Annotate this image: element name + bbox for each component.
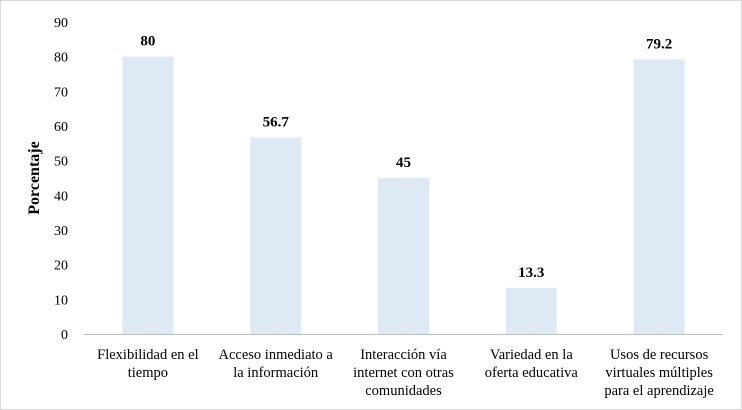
y-tick-label: 80	[54, 51, 68, 66]
y-tick-label: 10	[54, 293, 68, 308]
bar	[505, 287, 557, 334]
category-label: Usos de recursos virtuales múltiples para …	[604, 347, 713, 399]
data-label: 80	[140, 34, 155, 50]
bar	[633, 59, 685, 334]
bars	[122, 56, 685, 335]
bar	[378, 178, 429, 334]
y-tick-label: 20	[54, 259, 68, 274]
category-label: Flexibilidad en el tiempo	[97, 347, 198, 381]
y-axis-ticks: 0 10 20 30 40 50 60 70 80 90	[54, 16, 68, 343]
data-label: 56.7	[263, 114, 290, 130]
y-tick-label: 70	[54, 85, 68, 100]
category-label: Interacción vía internet con otras comunid…	[353, 347, 454, 399]
y-tick-label: 0	[61, 328, 68, 343]
y-tick-label: 40	[54, 189, 68, 204]
y-tick-label: 90	[54, 16, 68, 31]
data-label: 79.2	[646, 36, 672, 52]
x-axis-labels: Flexibilidad en el tiempo Acceso inmediato…	[97, 347, 714, 399]
y-axis-title: Porcentaje	[26, 141, 43, 214]
category-label: Variedad en la oferta educativa	[485, 347, 579, 381]
data-label: 13.3	[518, 265, 544, 281]
y-tick-label: 50	[54, 155, 68, 170]
category-label: Acceso inmediato a la información	[219, 347, 334, 381]
y-tick-label: 60	[54, 120, 68, 135]
bar	[122, 56, 174, 335]
y-tick-label: 30	[54, 224, 68, 239]
data-labels: 80 56.7 45 13.3 79.2	[140, 34, 672, 281]
data-label: 45	[396, 155, 411, 171]
bar	[250, 137, 302, 334]
